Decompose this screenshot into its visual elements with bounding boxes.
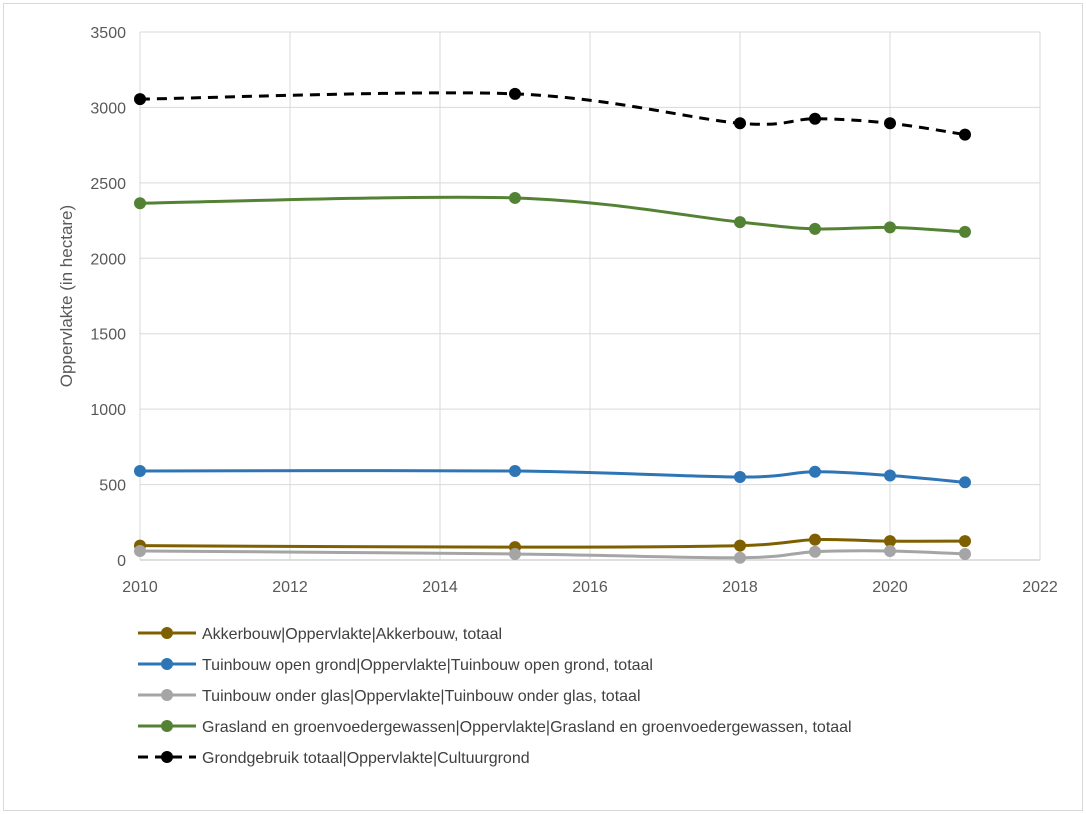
data-point <box>134 544 146 557</box>
data-point <box>959 535 971 548</box>
gridlines <box>139 31 1041 561</box>
x-tick-label: 2010 <box>122 579 158 596</box>
y-tick-label: 2000 <box>90 251 126 268</box>
series-2 <box>134 544 971 564</box>
y-axis-ticks: 0 500 1000 1500 2000 2500 3000 3500 <box>90 25 126 570</box>
y-tick-label: 3000 <box>90 100 126 117</box>
y-tick-label: 0 <box>117 553 126 570</box>
data-point <box>734 216 746 229</box>
data-point <box>809 222 821 235</box>
data-point <box>884 117 896 130</box>
y-tick-label: 1000 <box>90 402 126 419</box>
legend-item: Grondgebruik totaal|Oppervlakte|Cultuurg… <box>138 750 530 767</box>
data-point <box>809 465 821 478</box>
data-point <box>884 535 896 548</box>
legend-swatch-marker <box>161 689 173 701</box>
x-tick-label: 2014 <box>422 579 458 596</box>
y-tick-label: 1500 <box>90 327 126 344</box>
x-tick-label: 2022 <box>1022 579 1058 596</box>
data-point <box>959 225 971 238</box>
data-point <box>134 464 146 477</box>
data-point <box>509 87 521 100</box>
data-point <box>884 544 896 557</box>
data-point <box>809 112 821 125</box>
legend-item: Tuinbouw onder glas|Oppervlakte|Tuinbouw… <box>138 688 641 705</box>
legend-item: Akkerbouw|Oppervlakte|Akkerbouw, totaal <box>138 626 502 643</box>
y-tick-label: 2500 <box>90 176 126 193</box>
data-point <box>134 197 146 210</box>
legend-swatch-marker <box>161 720 173 732</box>
data-point <box>959 128 971 141</box>
data-point <box>509 464 521 477</box>
y-tick-label: 3500 <box>90 25 126 42</box>
data-point <box>734 117 746 130</box>
data-point <box>884 469 896 482</box>
legend-label: Grondgebruik totaal|Oppervlakte|Cultuurg… <box>202 750 530 767</box>
series-4 <box>134 87 971 141</box>
series-line <box>139 195 966 234</box>
x-tick-label: 2018 <box>722 579 758 596</box>
y-tick-label: 500 <box>99 478 126 495</box>
x-axis-ticks: 2010 2012 2014 2016 2018 2020 2022 <box>122 579 1058 596</box>
data-point <box>884 221 896 234</box>
y-axis-title: Oppervlakte (in hectare) <box>57 205 76 387</box>
series-lines <box>134 87 971 564</box>
legend-label: Grasland en groenvoedergewassen|Oppervla… <box>202 719 852 736</box>
legend-item: Tuinbouw open grond|Oppervlakte|Tuinbouw… <box>138 657 653 674</box>
data-point <box>509 191 521 204</box>
x-tick-label: 2012 <box>272 579 308 596</box>
legend-label: Tuinbouw open grond|Oppervlakte|Tuinbouw… <box>202 657 653 674</box>
legend-swatch-marker <box>161 627 173 639</box>
x-tick-label: 2020 <box>872 579 908 596</box>
data-point <box>509 547 521 560</box>
chart-frame <box>3 3 1083 811</box>
series-line <box>139 91 966 137</box>
legend-swatch-marker <box>161 658 173 670</box>
legend-swatch-marker <box>161 751 173 763</box>
series-line <box>139 469 966 484</box>
data-point <box>809 533 821 546</box>
series-1 <box>134 464 971 489</box>
legend-item: Grasland en groenvoedergewassen|Oppervla… <box>138 719 852 736</box>
data-point <box>734 551 746 564</box>
data-point <box>134 93 146 106</box>
x-tick-label: 2016 <box>572 579 608 596</box>
series-line <box>139 537 966 549</box>
data-point <box>959 476 971 489</box>
legend-label: Akkerbouw|Oppervlakte|Akkerbouw, totaal <box>202 626 502 643</box>
data-point <box>959 547 971 560</box>
series-line <box>139 549 966 560</box>
legend-label: Tuinbouw onder glas|Oppervlakte|Tuinbouw… <box>202 688 641 705</box>
data-point <box>809 545 821 558</box>
series-3 <box>134 191 971 238</box>
data-point <box>734 471 746 484</box>
legend: Akkerbouw|Oppervlakte|Akkerbouw, totaal T… <box>138 626 852 767</box>
data-point <box>734 539 746 552</box>
